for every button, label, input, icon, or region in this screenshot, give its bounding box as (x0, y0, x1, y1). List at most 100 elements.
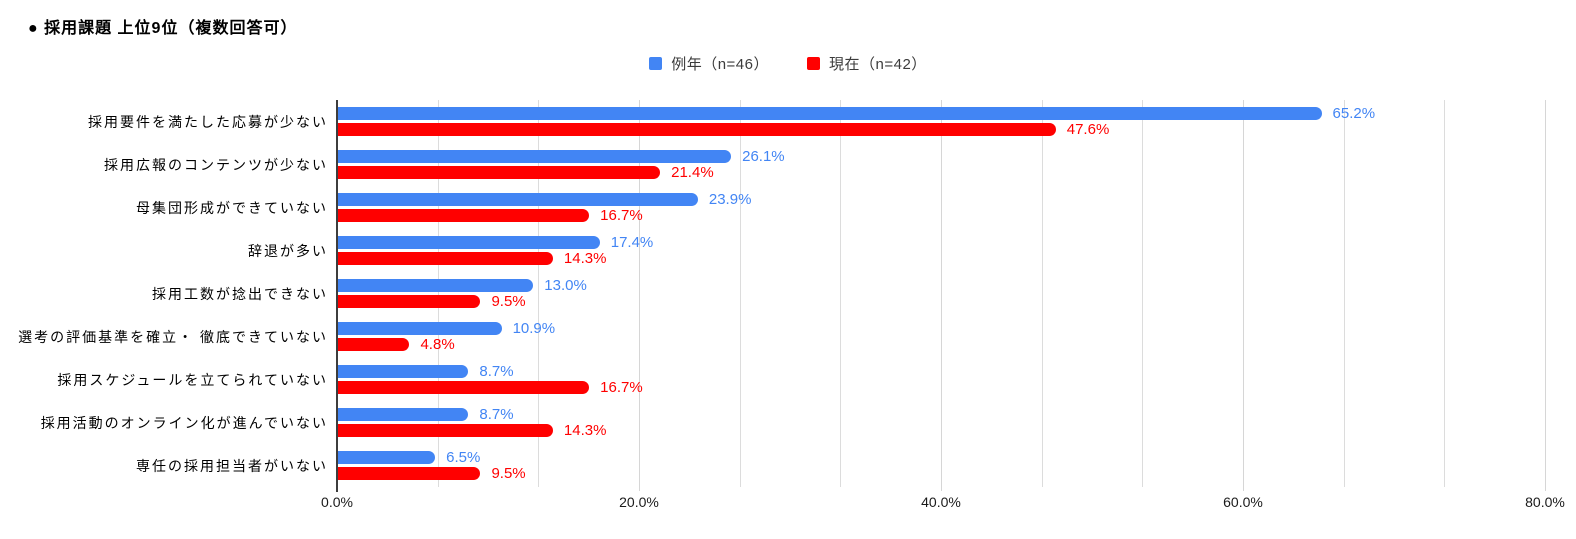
bar-row: 21.4% (337, 164, 1545, 181)
bar-value-label: 16.7% (600, 379, 643, 396)
bar-group: 8.7% 14.3% (337, 401, 1545, 444)
category-label: 採用活動のオンライン化が進んでいない (40, 414, 328, 431)
bar-row: 14.3% (337, 250, 1545, 267)
bar-series-1 (337, 381, 590, 394)
category-label: 採用広報のコンテンツが少ない (104, 156, 328, 173)
bar-series-1 (337, 209, 590, 222)
x-axis: 0.0% 20.0% 40.0% 60.0% 80.0% (321, 494, 1565, 512)
bar-series-0 (337, 107, 1322, 120)
bar-series-1 (337, 295, 481, 308)
bar-value-label: 16.7% (600, 207, 643, 224)
bar-row: 10.9% (337, 320, 1545, 337)
bar-series-1 (337, 166, 661, 179)
bar-value-label: 14.3% (563, 250, 607, 267)
category-label: 採用スケジュールを立てられていない (57, 371, 328, 388)
gridline (639, 100, 640, 491)
bar-series-1 (337, 252, 553, 265)
bar-row: 16.7% (337, 379, 1545, 396)
bar-value-label: 21.4% (671, 164, 714, 181)
legend-swatch-red (807, 56, 820, 70)
x-tick-label: 60.0% (1223, 494, 1263, 510)
bar-series-0 (337, 365, 469, 378)
category-label: 母集団形成ができていない (136, 199, 328, 216)
bar-series-1 (337, 424, 553, 437)
legend-item-reinen: 例年（n=46） (649, 53, 769, 74)
bar-row: 16.7% (337, 207, 1545, 224)
gridline (1243, 100, 1244, 491)
bar-row: 9.5% (337, 293, 1545, 310)
category-label: 選考の評価基準を確立・ 徹底できていない (18, 328, 328, 345)
bar-row: 14.3% (337, 422, 1545, 439)
bar-series-0 (337, 408, 469, 421)
bar-value-label: 9.5% (491, 465, 526, 482)
bar-group: 10.9% 4.8% (337, 315, 1545, 358)
bar-group: 65.2% 47.6% (337, 100, 1545, 143)
bar-value-label: 4.8% (420, 336, 455, 353)
bar-value-label: 17.4% (610, 234, 654, 251)
chart-title: ● 採用課題 上位9位（複数回答可） (28, 20, 298, 37)
bar-series-1 (337, 467, 481, 480)
plot-area: 65.2% 47.6% 26.1% 21.4% 23.9% 16.7% 17.4% 14.3%… (336, 100, 1546, 492)
bar-row: 6.5% (337, 449, 1545, 466)
bar-group: 13.0% 9.5% (337, 272, 1545, 315)
y-axis-line (336, 100, 338, 492)
bar-series-1 (337, 123, 1056, 136)
bar-value-label: 8.7% (479, 363, 514, 380)
bar-series-0 (337, 451, 436, 464)
legend-swatch-blue (649, 56, 663, 70)
bar-series-0 (337, 236, 600, 249)
bar-group: 8.7% 16.7% (337, 358, 1545, 401)
bar-value-label: 9.5% (491, 293, 526, 310)
gridline (739, 100, 741, 487)
x-tick-label: 0.0% (321, 494, 353, 510)
bar-row: 8.7% (337, 363, 1545, 380)
gridline (437, 100, 439, 487)
category-label: 専任の採用担当者がいない (136, 457, 328, 474)
bar-group: 6.5% 9.5% (337, 444, 1545, 487)
gridline (1545, 100, 1546, 491)
bar-row: 26.1% (337, 148, 1545, 165)
bar-series-1 (337, 338, 410, 351)
bar-value-label: 13.0% (544, 277, 587, 294)
bar-group: 23.9% 16.7% (337, 186, 1545, 229)
chart-area: 採用要件を満たした応募が少ない採用広報のコンテンツが少ない母集団形成ができていな… (0, 100, 1576, 492)
legend-label-genzai: 現在（n=42） (829, 55, 927, 73)
category-label: 採用要件を満たした応募が少ない (88, 113, 328, 130)
bar-row: 13.0% (337, 277, 1545, 294)
chart-legend: 例年（n=46） 現在（n=42） (0, 53, 1576, 74)
bar-value-label: 14.3% (563, 422, 607, 439)
bar-value-label: 65.2% (1332, 105, 1376, 122)
bar-value-label: 10.9% (512, 320, 556, 337)
bar-row: 23.9% (337, 191, 1545, 208)
bar-series-0 (337, 322, 502, 335)
bar-row: 47.6% (337, 121, 1545, 138)
bar-group: 17.4% 14.3% (337, 229, 1545, 272)
bar-value-label: 23.9% (708, 191, 752, 208)
gridline (1343, 100, 1345, 487)
x-tick-label: 40.0% (921, 494, 961, 510)
bar-row: 8.7% (337, 407, 1545, 422)
legend-item-genzai: 現在（n=42） (807, 53, 927, 74)
legend-label-reinen: 例年（n=46） (671, 55, 769, 73)
bar-series-0 (337, 150, 732, 163)
bar-series-0 (337, 193, 698, 206)
gridline (840, 100, 842, 487)
bar-row: 65.2% (337, 105, 1545, 122)
bar-row: 4.8% (337, 336, 1545, 353)
category-label: 辞退が多い (248, 242, 328, 259)
gridline (1041, 100, 1043, 487)
bar-group: 26.1% 21.4% (337, 143, 1545, 186)
bar-series-0 (337, 279, 534, 292)
bar-value-label: 6.5% (446, 449, 481, 466)
x-tick-label: 80.0% (1525, 494, 1565, 510)
bar-value-label: 47.6% (1066, 121, 1110, 138)
gridline (538, 100, 540, 487)
x-tick-label: 20.0% (619, 494, 659, 510)
bar-row: 17.4% (337, 234, 1545, 251)
category-labels: 採用要件を満たした応募が少ない採用広報のコンテンツが少ない母集団形成ができていな… (0, 100, 337, 487)
category-label: 採用工数が捻出できない (152, 285, 328, 302)
gridline (1142, 100, 1144, 487)
gridline (941, 100, 942, 491)
bar-value-label: 26.1% (742, 148, 785, 165)
